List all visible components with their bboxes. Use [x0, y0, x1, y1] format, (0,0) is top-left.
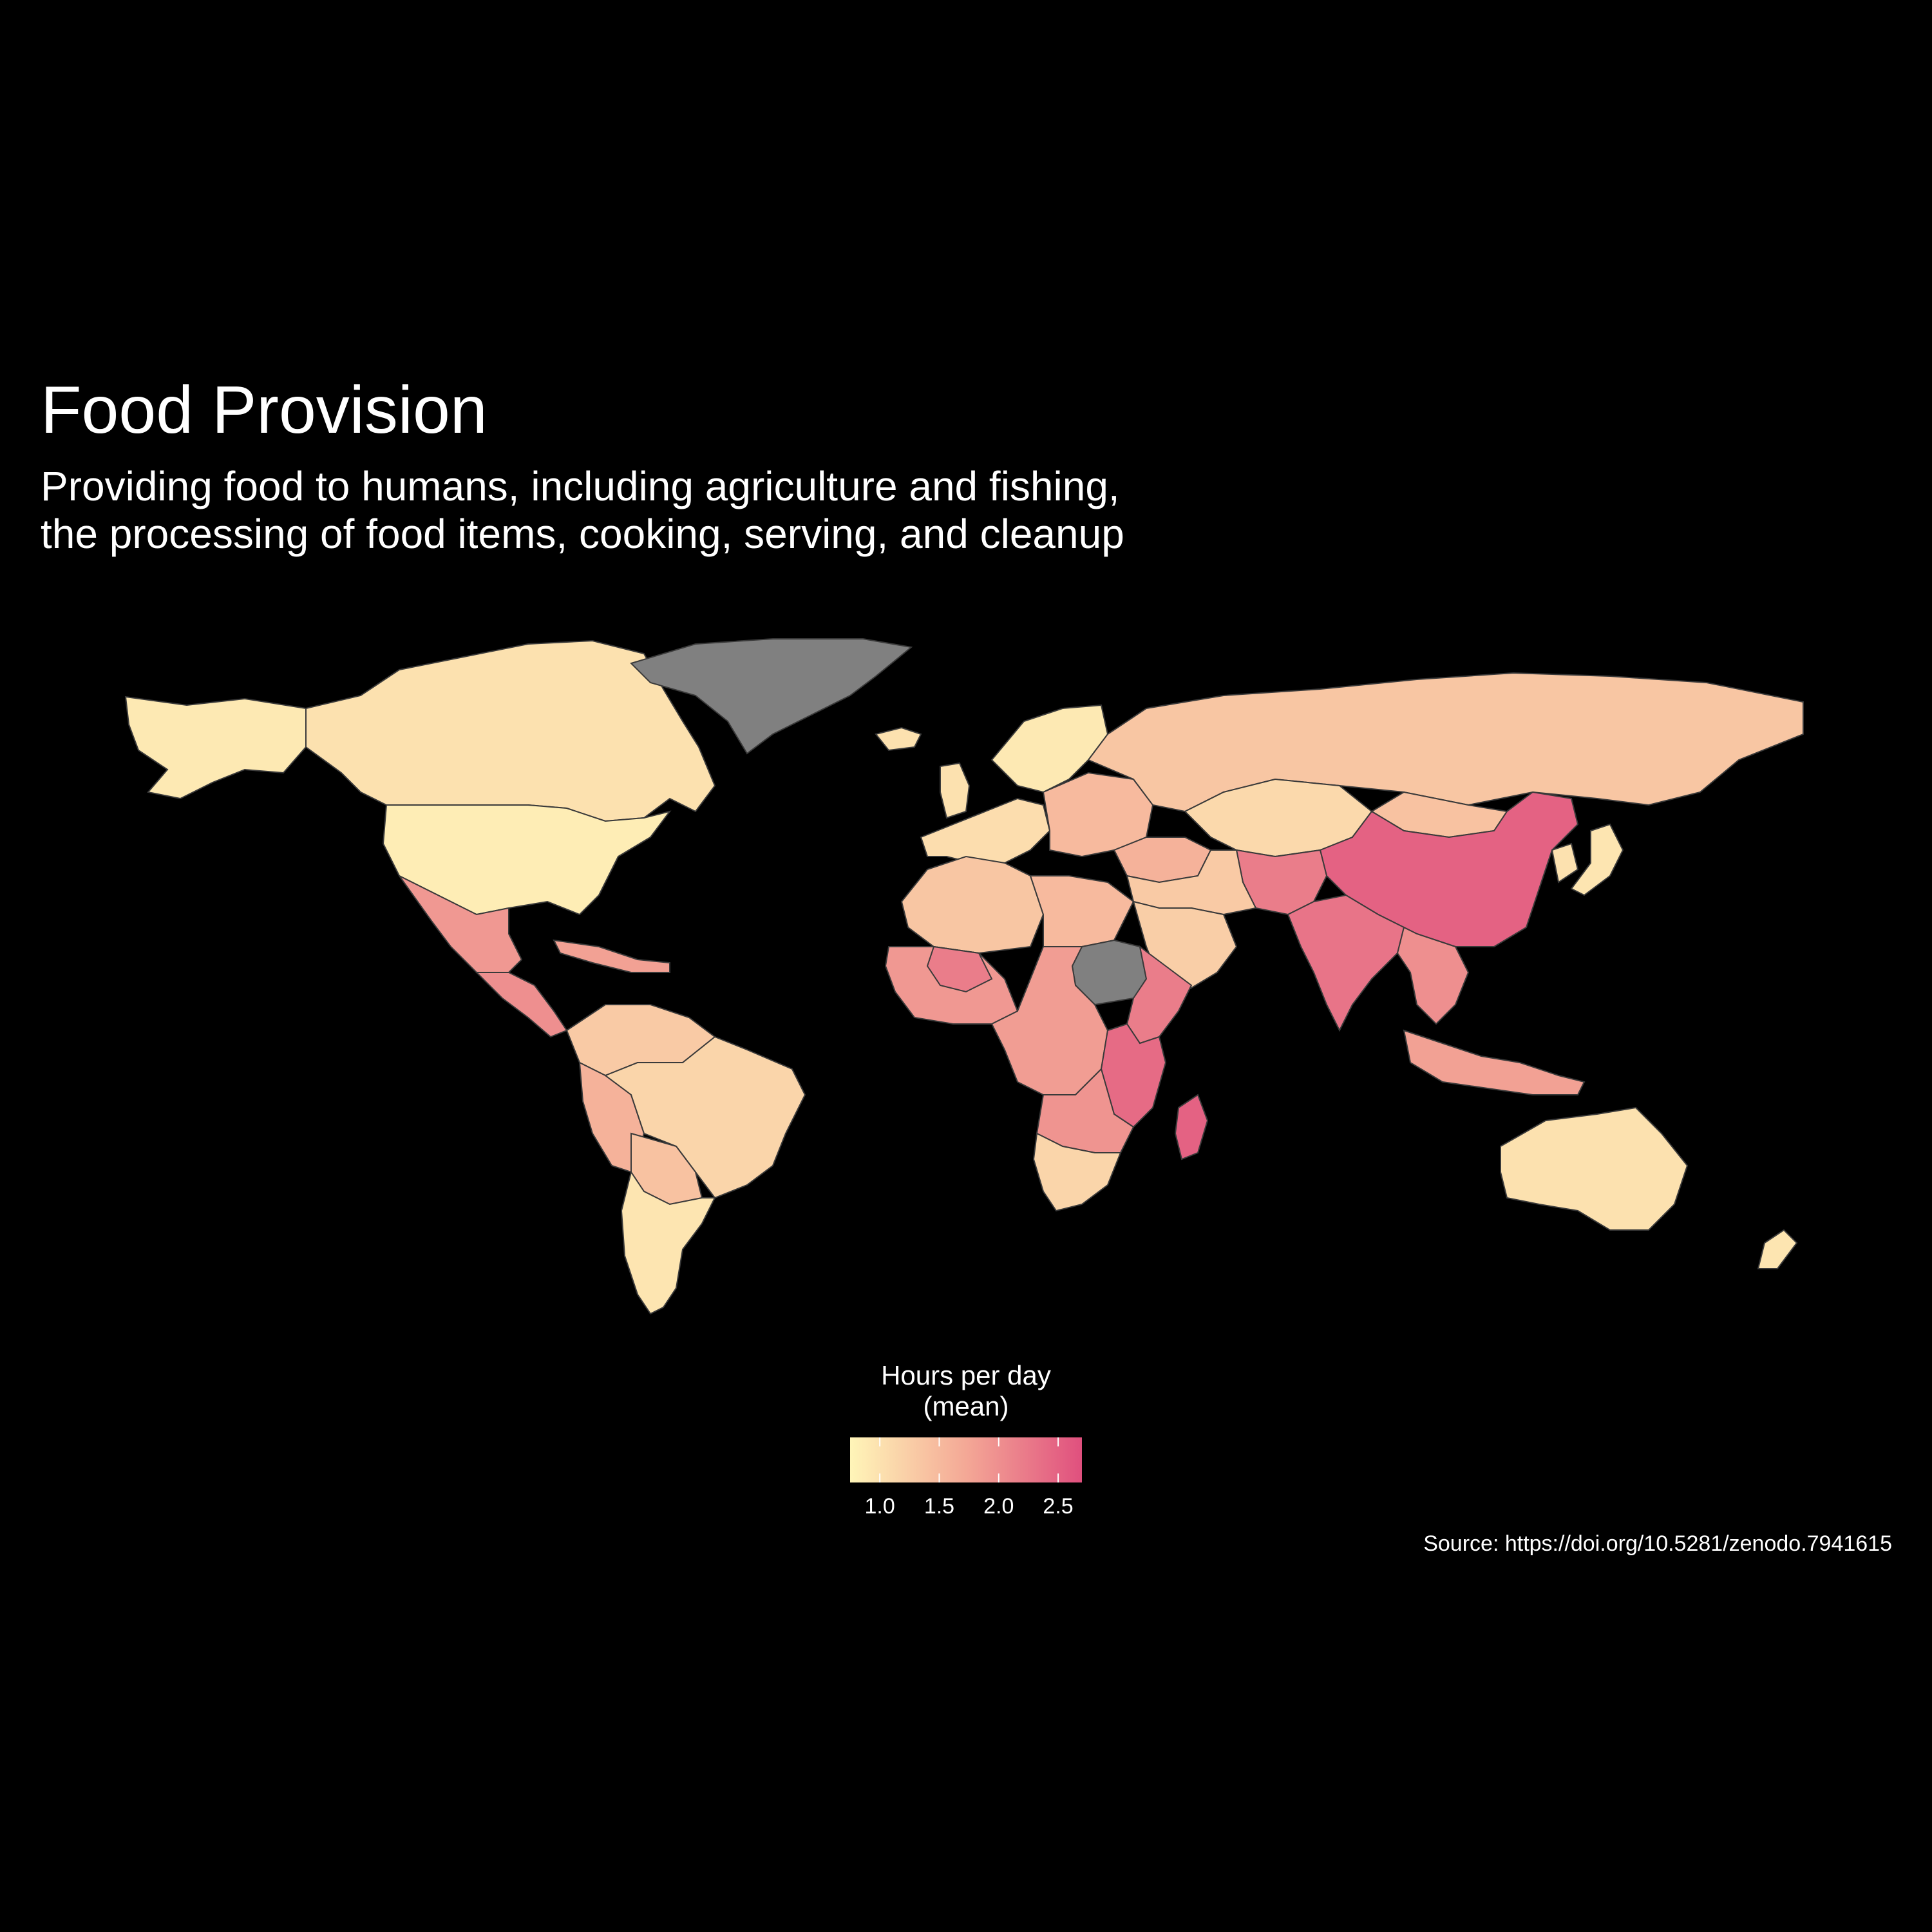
region-united-kingdom: [940, 762, 971, 819]
legend-colorbar: [850, 1437, 1082, 1482]
region-central-africa: [990, 946, 1109, 1095]
region-korea: [1551, 842, 1579, 884]
region-greenland: [630, 638, 913, 755]
legend-tick-label-1: 1.0: [864, 1494, 895, 1519]
legend-title-line-1: Hours per day: [881, 1360, 1051, 1390]
region-india: [1287, 894, 1405, 1032]
page-title: Food Provision: [41, 373, 488, 448]
region-madagascar: [1174, 1094, 1209, 1160]
legend-title: Hours per day (mean): [837, 1360, 1095, 1422]
region-alaska: [124, 696, 307, 800]
region-brazil: [603, 1036, 806, 1199]
legend-tick-label-2: 1.5: [923, 1494, 955, 1519]
region-argentina-chile: [620, 1170, 716, 1315]
region-new-zealand: [1757, 1229, 1798, 1269]
subtitle: Providing food to humans, including agri…: [41, 462, 1124, 558]
region-indonesia-philippines: [1403, 1029, 1586, 1095]
legend-tick-label-4: 2.5: [1043, 1494, 1074, 1519]
legend-tick-label-3: 2.0: [983, 1494, 1014, 1519]
region-mexico: [399, 875, 523, 973]
region-mali: [926, 945, 993, 993]
region-southeast-asia: [1396, 926, 1470, 1025]
legend-title-line-2: (mean): [923, 1391, 1009, 1421]
region-western-europe: [920, 797, 1051, 864]
region-central-america: [475, 972, 568, 1038]
subtitle-line-1: Providing food to humans, including agri…: [41, 463, 1120, 509]
region-caribbean: [553, 939, 670, 973]
region-iceland: [875, 726, 922, 752]
region-japan: [1570, 823, 1624, 896]
region-south-africa-namibia: [1032, 1132, 1122, 1212]
source-caption: Source: https://doi.org/10.5281/zenodo.7…: [1423, 1531, 1892, 1556]
region-north-africa: [900, 855, 1045, 954]
region-canada: [305, 639, 716, 822]
region-russia: [1087, 672, 1804, 813]
legend-gradient: [850, 1437, 1082, 1482]
region-australia: [1500, 1106, 1689, 1231]
region-libya-egypt: [1029, 875, 1135, 947]
subtitle-line-2: the processing of food items, cooking, s…: [41, 511, 1124, 557]
